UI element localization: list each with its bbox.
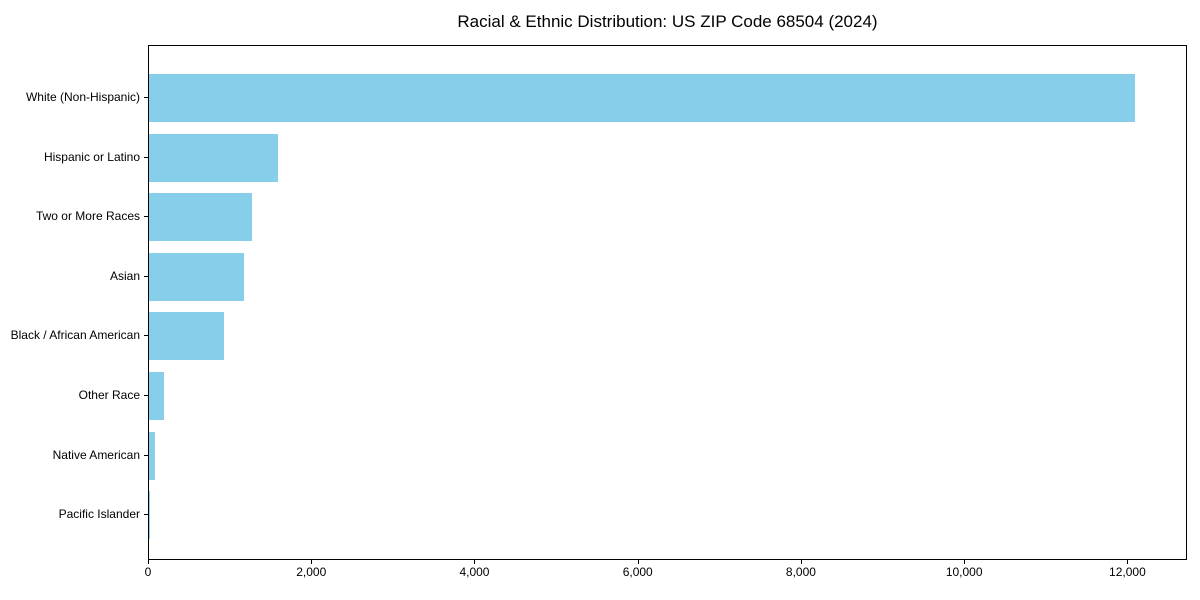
x-tick-label-4-000: 4,000 xyxy=(459,565,490,579)
y-tick-mark xyxy=(144,216,148,218)
bar-two-or-more-races xyxy=(149,193,252,242)
x-tick-label-10-000: 10,000 xyxy=(945,565,983,579)
y-tick-mark xyxy=(144,395,148,396)
bar-black-african-american xyxy=(149,312,224,361)
chart-title: Racial & Ethnic Distribution: US ZIP Cod… xyxy=(457,12,878,31)
y-tick-mark xyxy=(144,97,148,98)
x-tick-mark xyxy=(1127,560,1129,564)
y-label-hispanic-or-latino: Hispanic or Latino xyxy=(43,149,140,164)
x-tick-mark xyxy=(800,560,802,564)
y-tick-mark xyxy=(144,514,148,516)
y-tick-mark xyxy=(144,275,148,277)
y-label-two-or-more-races: Two or More Races xyxy=(35,209,140,224)
y-tick-mark xyxy=(144,454,148,456)
x-tick-mark xyxy=(148,560,149,564)
bar-hispanic-or-latino xyxy=(149,133,278,182)
y-label-white-non-hispanic: White (Non-Hispanic) xyxy=(25,90,140,104)
x-tick-label-2-000: 2,000 xyxy=(296,565,327,579)
x-tick-mark xyxy=(311,560,313,564)
bar-other-race xyxy=(149,372,164,420)
x-tick-label-0: 0 xyxy=(144,565,152,579)
y-axis-labels: White (Non-Hispanic) Hispanic or Latino Tw… xyxy=(0,45,148,560)
x-tick-mark xyxy=(637,560,639,564)
bar-asian xyxy=(149,252,245,301)
y-label-pacific-islander: Pacific Islander xyxy=(58,507,140,522)
x-tick-label-6-000: 6,000 xyxy=(622,565,653,579)
plot-area xyxy=(148,45,1187,560)
y-tick-mark xyxy=(144,335,148,337)
y-label-other-race: Other Race xyxy=(78,388,140,402)
x-tick-label-12-000: 12,000 xyxy=(1109,565,1146,579)
y-label-black-african-american: Black / African American xyxy=(10,328,140,343)
x-tick-mark xyxy=(964,560,966,564)
y-tick-mark xyxy=(144,156,148,158)
bar-white-non-hispanic xyxy=(149,74,1135,122)
y-label-native-american: Native American xyxy=(52,447,140,462)
y-label-asian: Asian xyxy=(109,268,140,283)
x-tick-mark xyxy=(474,560,476,564)
bar-pacific-islander xyxy=(149,491,150,540)
bar-native-american xyxy=(149,431,156,480)
x-tick-label-8-000: 8,000 xyxy=(785,565,816,579)
